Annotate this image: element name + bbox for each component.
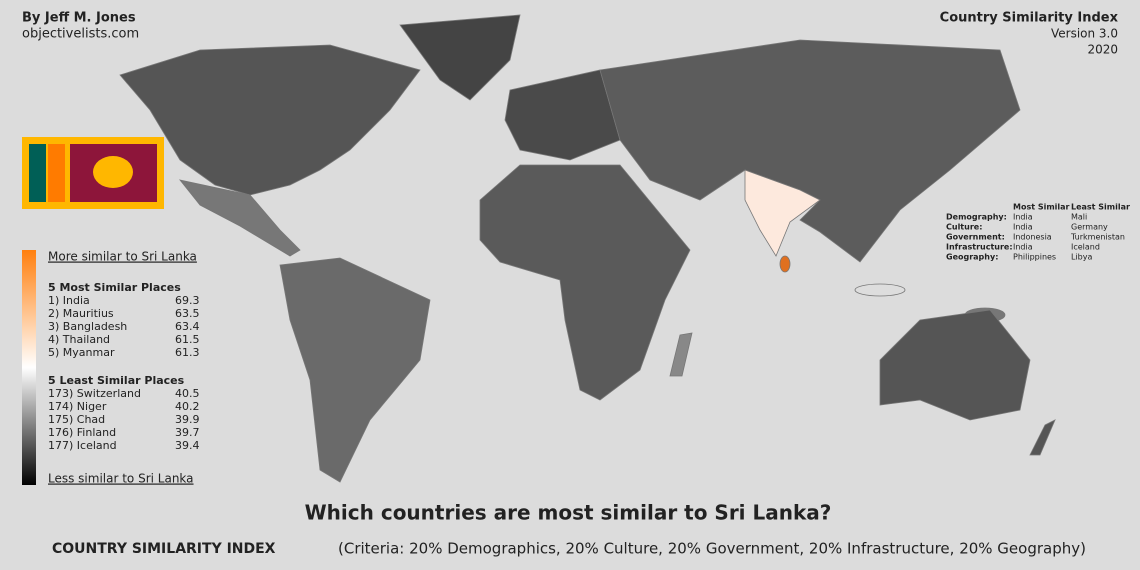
- less-label: Less similar to Sri Lanka: [48, 472, 194, 486]
- cell: Germany: [1071, 223, 1108, 232]
- score: 39.7: [175, 426, 200, 439]
- cell: Iceland: [1071, 243, 1100, 252]
- flag-orange: [48, 144, 65, 202]
- score: 63.5: [175, 307, 200, 320]
- place: 5) Myanmar: [48, 346, 115, 359]
- cell: India: [1013, 213, 1033, 222]
- site: objectivelists.com: [22, 27, 139, 42]
- central-america: [178, 179, 301, 257]
- cell: Libya: [1071, 253, 1092, 262]
- north-america: [119, 44, 421, 196]
- color-scale: [22, 250, 36, 485]
- most-list: 1) India 69.3 2) Mauritius 63.5 3) Banglades…: [48, 294, 200, 359]
- score: 39.4: [175, 439, 200, 452]
- place: 4) Thailand: [48, 333, 110, 346]
- place: 173) Switzerland: [48, 387, 141, 400]
- score: 39.9: [175, 413, 200, 426]
- row-label: Culture:: [946, 223, 982, 232]
- row-label: Infrastructure:: [946, 243, 1013, 252]
- africa: [479, 164, 691, 401]
- score: 61.3: [175, 346, 200, 359]
- world-map: [119, 14, 1056, 483]
- south-america: [279, 257, 431, 483]
- question: Which countries are most similar to Sri …: [305, 501, 832, 525]
- cell: Turkmenistan: [1070, 233, 1125, 242]
- flag-lion: [93, 156, 133, 188]
- score: 69.3: [175, 294, 200, 307]
- criteria: (Criteria: 20% Demographics, 20% Culture…: [338, 540, 1086, 558]
- cell: India: [1013, 243, 1033, 252]
- score: 40.2: [175, 400, 200, 413]
- new-zealand: [1029, 419, 1056, 456]
- place: 177) Iceland: [48, 439, 117, 452]
- cell: Mali: [1071, 213, 1087, 222]
- score: 61.5: [175, 333, 200, 346]
- year: 2020: [1087, 43, 1118, 57]
- place: 176) Finland: [48, 426, 116, 439]
- flag-green: [29, 144, 46, 202]
- more-label: More similar to Sri Lanka: [48, 250, 197, 264]
- most-heading: 5 Most Similar Places: [48, 281, 181, 294]
- place: 3) Bangladesh: [48, 320, 127, 333]
- column-header: Least Similar: [1071, 203, 1130, 212]
- index-name: COUNTRY SIMILARITY INDEX: [52, 541, 276, 557]
- australia: [879, 309, 1031, 421]
- place: 2) Mauritius: [48, 307, 114, 320]
- row-label: Government:: [946, 233, 1005, 242]
- indonesia: [854, 283, 906, 297]
- least-list: 173) Switzerland 40.5 174) Niger 40.2 175) C…: [48, 387, 200, 452]
- author: By Jeff M. Jones: [22, 11, 136, 26]
- place: 174) Niger: [48, 400, 107, 413]
- india: [744, 169, 821, 257]
- version: Version 3.0: [1051, 27, 1118, 41]
- place: 1) India: [48, 294, 90, 307]
- score: 40.5: [175, 387, 200, 400]
- cell: India: [1013, 223, 1033, 232]
- row-label: Demography:: [946, 213, 1007, 222]
- madagascar: [669, 332, 693, 377]
- flag: [22, 137, 164, 209]
- sri-lanka: [779, 255, 791, 273]
- cell: Philippines: [1013, 253, 1056, 262]
- score: 63.4: [175, 320, 200, 333]
- least-heading: 5 Least Similar Places: [48, 374, 185, 387]
- place: 175) Chad: [48, 413, 105, 426]
- row-label: Geography:: [946, 253, 998, 262]
- greenland: [399, 14, 521, 101]
- cell: Indonesia: [1013, 233, 1052, 242]
- criteria-table: Most Similar Least Similar Demography: Indi…: [946, 203, 1130, 262]
- title: Country Similarity Index: [940, 11, 1119, 26]
- asia: [599, 39, 1021, 263]
- column-header: Most Similar: [1013, 203, 1070, 212]
